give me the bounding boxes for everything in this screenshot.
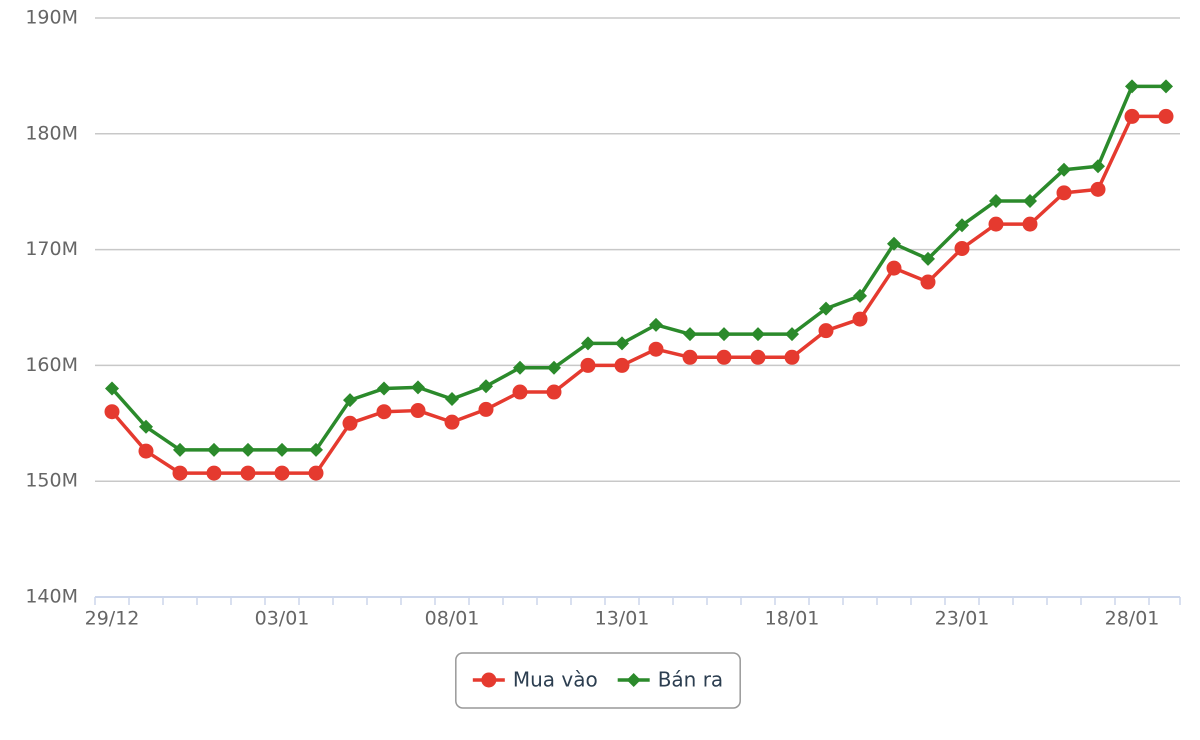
- marker: [717, 327, 731, 342]
- y-tick-label: 170M: [25, 238, 78, 260]
- marker: [241, 442, 255, 457]
- marker: [649, 317, 663, 332]
- marker: [1057, 162, 1071, 177]
- marker: [105, 381, 119, 396]
- marker: [546, 384, 562, 400]
- series-line: [110, 114, 1166, 475]
- marker: [886, 260, 902, 276]
- marker: [648, 341, 664, 357]
- marker: [1090, 181, 1106, 197]
- y-tick-label: 180M: [25, 122, 78, 144]
- marker: [954, 240, 970, 256]
- marker: [173, 442, 187, 457]
- marker: [682, 349, 698, 365]
- legend-box: [455, 652, 741, 709]
- marker: [377, 381, 391, 396]
- marker: [785, 327, 799, 342]
- marker: [309, 442, 323, 457]
- x-tick-label: 13/01: [595, 608, 650, 630]
- marker: [750, 349, 766, 365]
- marker: [716, 349, 732, 365]
- marker: [512, 384, 528, 400]
- legend-label: Mua vào: [513, 668, 598, 692]
- marker: [1159, 79, 1173, 94]
- x-tick-label: 28/01: [1105, 608, 1160, 630]
- y-tick-label: 160M: [25, 354, 78, 376]
- marker: [444, 414, 460, 430]
- marker: [410, 403, 426, 419]
- series-line: [110, 84, 1166, 452]
- marker: [206, 465, 222, 481]
- marker: [626, 673, 641, 687]
- marker: [1158, 108, 1174, 124]
- marker: [819, 301, 833, 316]
- marker: [240, 465, 256, 481]
- marker: [104, 404, 120, 420]
- legend: Mua vào Bán ra: [455, 652, 741, 709]
- marker: [1091, 159, 1105, 174]
- y-tick-label: 150M: [25, 470, 78, 492]
- x-tick-label: 08/01: [425, 608, 480, 630]
- marker: [1056, 185, 1072, 201]
- marker: [411, 380, 425, 395]
- marker: [852, 311, 868, 327]
- marker: [513, 360, 527, 375]
- marker: [479, 379, 493, 394]
- x-tick-label: 23/01: [935, 608, 990, 630]
- marker: [580, 357, 596, 373]
- marker: [751, 327, 765, 342]
- marker: [818, 323, 834, 339]
- marker: [615, 336, 629, 351]
- marker: [275, 442, 289, 457]
- marker: [955, 218, 969, 233]
- marker: [989, 193, 1003, 208]
- marker: [139, 419, 153, 434]
- marker: [445, 391, 459, 406]
- marker: [784, 349, 800, 365]
- marker: [683, 327, 697, 342]
- marker: [138, 443, 154, 459]
- marker: [920, 274, 936, 290]
- marker: [581, 336, 595, 351]
- marker: [1023, 193, 1037, 208]
- x-tick-label: 03/01: [255, 608, 310, 630]
- marker: [172, 465, 188, 481]
- marker: [1124, 108, 1140, 124]
- x-tick-label: 18/01: [765, 608, 820, 630]
- marker: [547, 360, 561, 375]
- marker: [1022, 216, 1038, 232]
- marker: [853, 288, 867, 303]
- marker: [887, 236, 901, 251]
- marker: [921, 251, 935, 266]
- marker: [481, 672, 497, 688]
- marker: [478, 401, 494, 417]
- x-tick-label: 29/12: [85, 608, 140, 630]
- marker: [274, 465, 290, 481]
- marker: [308, 465, 324, 481]
- marker: [343, 393, 357, 408]
- marker: [376, 404, 392, 420]
- marker: [614, 357, 630, 373]
- marker: [342, 415, 358, 431]
- marker: [988, 216, 1004, 232]
- marker: [207, 442, 221, 457]
- marker: [1125, 79, 1139, 94]
- legend-label: Bán ra: [658, 668, 724, 692]
- y-tick-label: 190M: [25, 7, 78, 29]
- y-tick-label: 140M: [25, 586, 78, 608]
